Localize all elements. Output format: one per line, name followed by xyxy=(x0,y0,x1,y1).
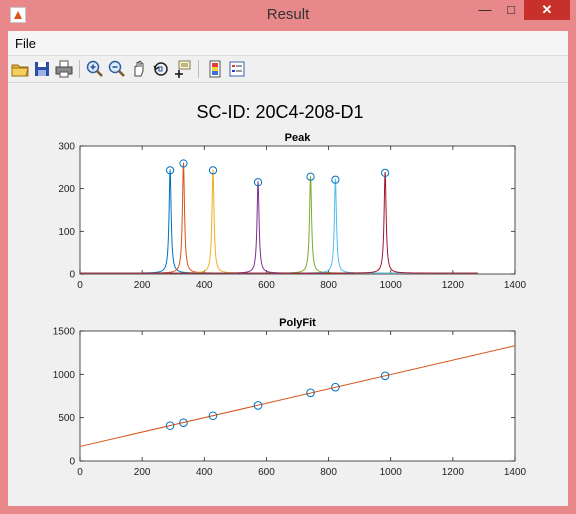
figure-client-area: File xyxy=(8,31,568,506)
fit-line xyxy=(79,345,516,447)
peak-marker xyxy=(306,172,315,181)
figure-title: SC-ID: 20C4-208-D1 xyxy=(196,102,363,122)
y-tick-label: 500 xyxy=(58,413,75,424)
data-point xyxy=(306,388,315,398)
data-point xyxy=(380,371,390,381)
x-tick-label: 0 xyxy=(77,280,83,291)
axes-title: Peak xyxy=(285,132,312,144)
zoom-out-icon[interactable] xyxy=(107,59,127,79)
toolbar-separator xyxy=(198,60,199,78)
close-button[interactable]: ✕ xyxy=(524,0,570,20)
peak-marker xyxy=(331,175,340,184)
data-point xyxy=(179,418,188,427)
peak-marker xyxy=(166,166,175,175)
y-tick-label: 0 xyxy=(69,457,75,468)
data-point xyxy=(253,401,263,410)
y-tick-label: 1000 xyxy=(53,370,76,381)
x-tick-label: 0 xyxy=(77,467,83,478)
toolbar-separator xyxy=(79,60,80,78)
peak-marker xyxy=(208,166,218,175)
x-tick-label: 600 xyxy=(258,280,275,291)
x-tick-label: 800 xyxy=(320,467,337,478)
y-tick-label: 100 xyxy=(58,227,75,238)
window-title: Result xyxy=(266,6,310,23)
x-tick-label: 1400 xyxy=(504,467,527,478)
polyfit-axes[interactable]: PolyFit 0 200 400 600 800 1000 1200 1400 0 500 1000… xyxy=(53,317,527,478)
axes-box xyxy=(79,145,516,275)
x-tick-label: 400 xyxy=(196,467,213,478)
rotate-3d-icon[interactable] xyxy=(151,59,171,79)
axes-title: PolyFit xyxy=(279,317,316,329)
x-tick-label: 200 xyxy=(134,467,151,478)
peak-marker xyxy=(179,159,188,168)
pan-hand-icon[interactable] xyxy=(129,59,149,79)
x-tick-label: 800 xyxy=(320,280,337,291)
matlab-app-icon xyxy=(10,7,26,23)
peak-axes[interactable]: Peak 0 200 400 600 800 1000 1200 1400 0 100 200 300 xyxy=(58,132,526,291)
x-tick-label: 200 xyxy=(134,280,151,291)
figure-toolbar xyxy=(8,56,568,83)
spectrum-line xyxy=(80,172,478,274)
data-cursor-icon[interactable] xyxy=(173,59,193,79)
peak-marker xyxy=(253,178,263,187)
y-tick-label: 200 xyxy=(58,184,75,195)
x-tick-label: 1400 xyxy=(504,280,527,291)
data-point xyxy=(165,421,175,430)
menu-file[interactable]: File xyxy=(15,36,36,51)
open-folder-icon[interactable] xyxy=(10,59,30,79)
print-icon[interactable] xyxy=(54,59,74,79)
figure-canvas: SC-ID: 20C4-208-D1 Peak 0 200 400 600 800 1000… xyxy=(8,83,568,506)
x-tick-label: 1200 xyxy=(442,467,465,478)
legend-icon[interactable] xyxy=(227,59,247,79)
minimize-button[interactable]: — xyxy=(478,2,492,17)
zoom-in-icon[interactable] xyxy=(85,59,105,79)
menu-bar: File xyxy=(8,31,568,56)
title-bar[interactable]: Result — □ ✕ xyxy=(0,0,576,30)
x-tick-label: 400 xyxy=(196,280,213,291)
y-tick-label: 300 xyxy=(58,142,75,153)
maximize-button[interactable]: □ xyxy=(507,2,515,17)
colorbar-icon[interactable] xyxy=(205,59,225,79)
y-tick-label: 0 xyxy=(69,270,75,281)
save-icon[interactable] xyxy=(32,59,52,79)
x-tick-label: 1000 xyxy=(380,280,403,291)
data-point xyxy=(331,382,340,392)
x-tick-label: 1200 xyxy=(442,280,465,291)
x-tick-label: 600 xyxy=(258,467,275,478)
peak-marker xyxy=(381,168,390,177)
y-tick-label: 1500 xyxy=(53,327,76,338)
data-point xyxy=(208,411,218,421)
x-tick-label: 1000 xyxy=(380,467,403,478)
